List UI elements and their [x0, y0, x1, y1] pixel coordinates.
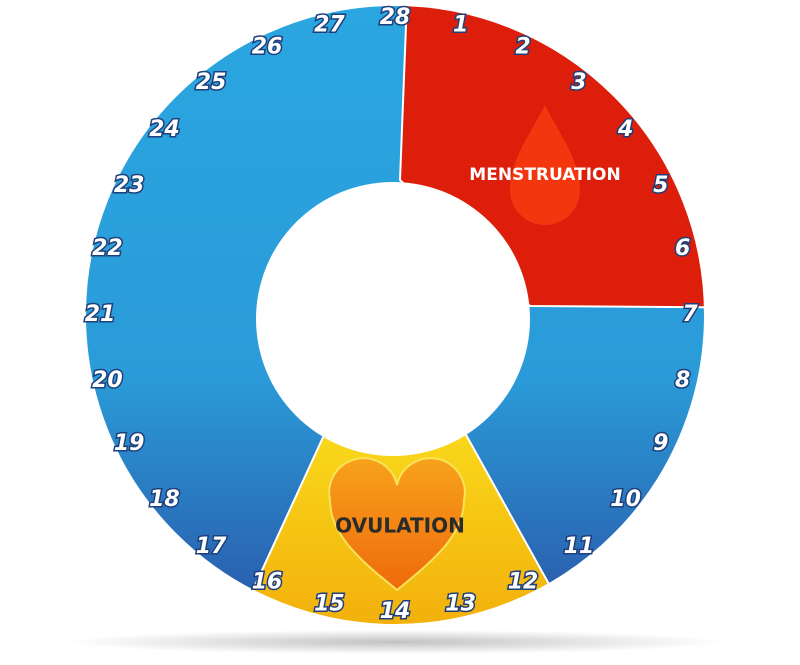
blood-drop-icon	[510, 105, 580, 225]
day-number: 9	[653, 431, 668, 456]
day-number: 23	[114, 173, 145, 198]
day-number: 16	[252, 570, 283, 595]
day-number: 22	[92, 236, 123, 261]
heart-icon	[328, 457, 466, 592]
day-number: 10	[610, 487, 641, 512]
day-number: 21	[85, 302, 116, 327]
day-number: 6	[675, 236, 690, 261]
day-number: 25	[196, 70, 227, 95]
day-number: 4	[617, 117, 633, 142]
day-number: 17	[196, 534, 227, 559]
day-number: 15	[314, 592, 345, 617]
day-number: 14	[380, 599, 411, 624]
day-number: 11	[564, 534, 595, 559]
day-number: 1	[453, 12, 468, 37]
outer-rim	[84, 4, 706, 626]
day-number: 19	[114, 431, 145, 456]
day-number: 26	[252, 34, 283, 59]
day-number: 24	[149, 117, 180, 142]
day-number: 3	[571, 70, 586, 95]
menstruation-label: MENSTRUATION	[469, 165, 620, 185]
day-number: 20	[92, 368, 123, 393]
day-labels: 1234567891011121314151617181920212223242…	[83, 4, 700, 626]
day-number: 2	[515, 34, 530, 59]
ovulation-label: OVULATION	[335, 514, 465, 538]
day-number: 12	[508, 570, 539, 595]
day-number: 7	[682, 302, 698, 327]
day-number: 27	[314, 12, 345, 37]
day-number: 5	[653, 173, 668, 198]
day-number: 8	[675, 368, 690, 393]
day-number: 28	[380, 5, 411, 30]
center-hole	[256, 182, 530, 456]
day-number: 13	[445, 592, 476, 617]
shadow	[65, 630, 725, 654]
day-number: 18	[149, 487, 180, 512]
